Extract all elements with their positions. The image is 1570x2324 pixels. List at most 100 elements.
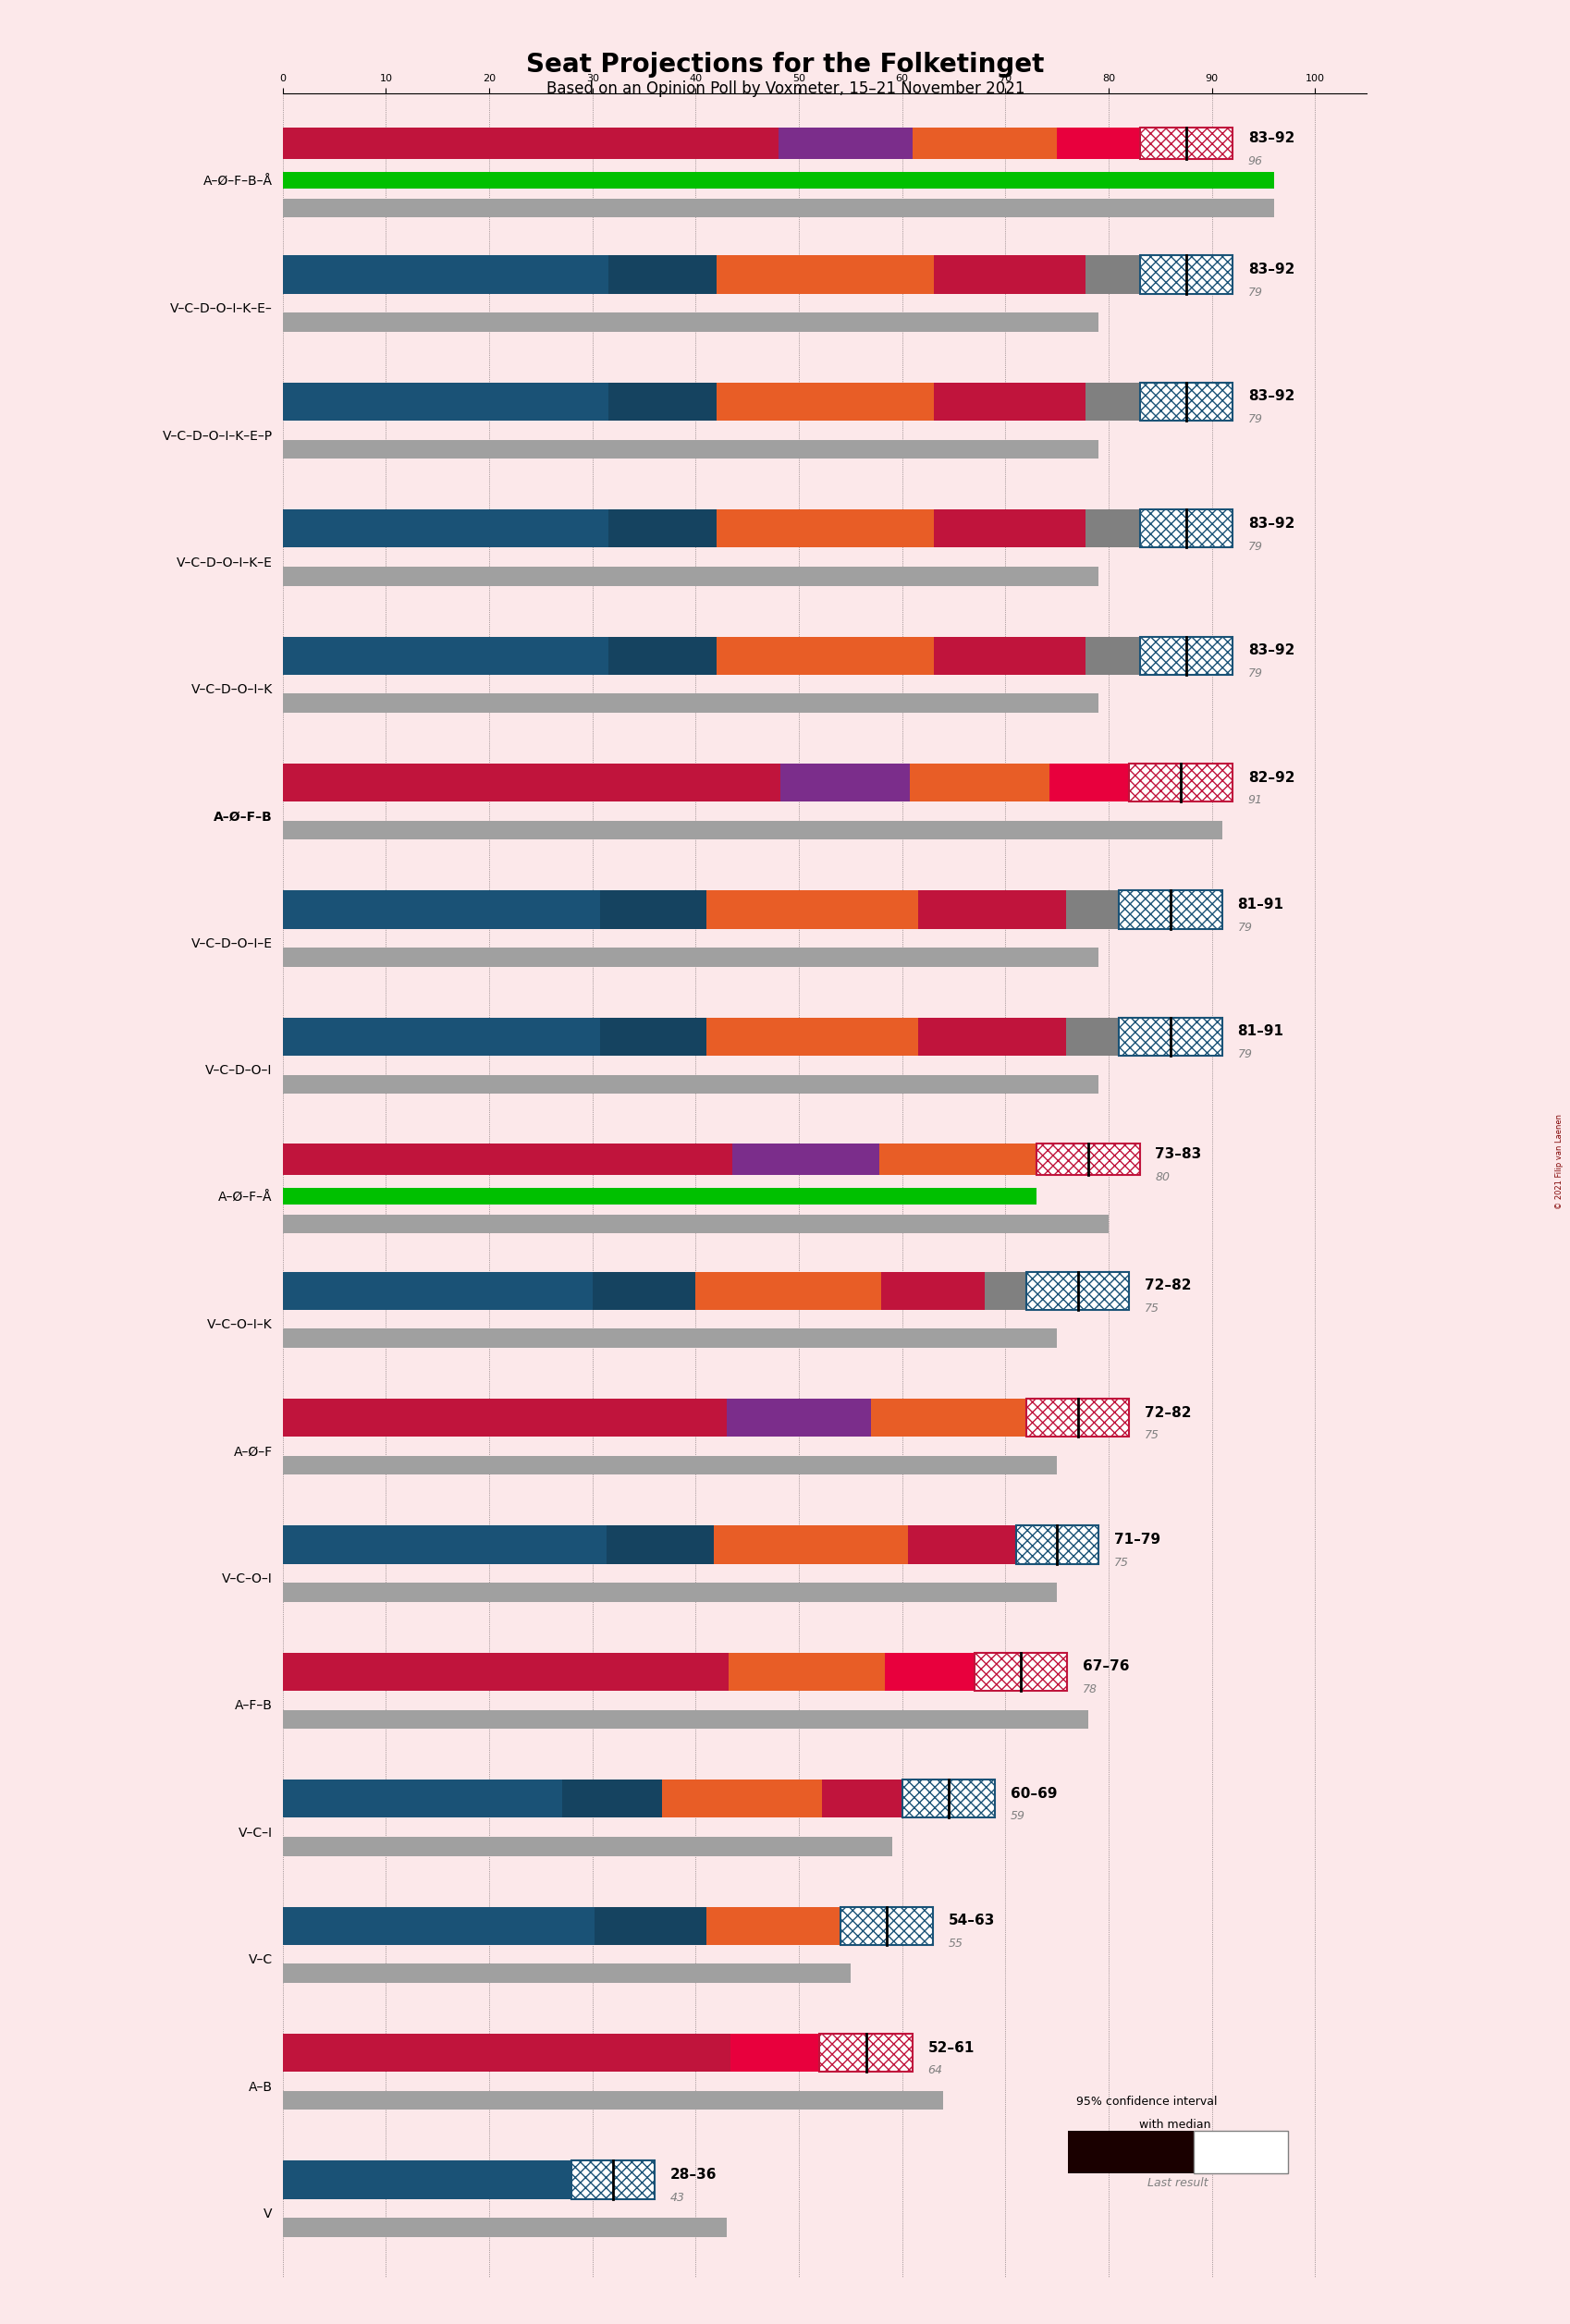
Bar	[571, 2161, 655, 2199]
Text: Last result: Last result	[1148, 2178, 1207, 2189]
Bar	[283, 693, 1097, 713]
Bar	[1085, 637, 1138, 674]
Bar	[1138, 256, 1232, 293]
Text: 54–63: 54–63	[948, 1913, 995, 1927]
Bar	[1016, 1525, 1097, 1564]
Bar	[1138, 128, 1232, 158]
Bar	[283, 1455, 1057, 1476]
Bar	[1138, 637, 1232, 674]
Bar	[1138, 383, 1232, 421]
Text: 83–92: 83–92	[1247, 516, 1294, 530]
Bar	[283, 1525, 606, 1564]
Bar	[732, 1143, 878, 1176]
Bar	[870, 1399, 1025, 1436]
Bar	[283, 128, 777, 158]
Bar	[595, 1906, 706, 1945]
Bar	[1118, 1018, 1221, 1055]
Bar	[1118, 890, 1221, 930]
Bar	[283, 1583, 1057, 1601]
Bar	[706, 1018, 917, 1055]
Bar	[283, 198, 1273, 218]
Text: 83–92: 83–92	[1247, 130, 1294, 144]
Text: V–C: V–C	[248, 1954, 272, 1966]
Text: 75: 75	[1113, 1557, 1127, 1569]
Text: 73–83: 73–83	[1154, 1148, 1201, 1162]
Bar	[1025, 1271, 1129, 1311]
Text: 79: 79	[1247, 667, 1262, 679]
Bar	[1025, 1399, 1129, 1436]
Text: 72–82: 72–82	[1145, 1406, 1190, 1420]
Text: 83–92: 83–92	[1247, 644, 1294, 658]
Text: V–C–D–O–I–K: V–C–D–O–I–K	[190, 683, 272, 697]
Text: A–Ø–F–Å: A–Ø–F–Å	[218, 1192, 272, 1204]
Bar	[283, 1780, 562, 1817]
Text: © 2021 Filip van Laenen: © 2021 Filip van Laenen	[1554, 1116, 1562, 1208]
Bar	[1118, 1018, 1221, 1055]
Bar	[912, 128, 1057, 158]
Bar	[283, 1329, 1057, 1348]
Bar	[1138, 509, 1232, 548]
Text: 79: 79	[1247, 541, 1262, 553]
Text: A–Ø–F–B–Å: A–Ø–F–B–Å	[203, 174, 272, 188]
Bar	[840, 1906, 933, 1945]
Bar	[917, 1018, 1066, 1055]
Text: V–C–O–I: V–C–O–I	[221, 1573, 272, 1585]
Bar	[283, 2092, 944, 2110]
Text: V: V	[264, 2208, 272, 2219]
Text: 55: 55	[948, 1938, 962, 1950]
Bar	[283, 637, 608, 674]
Text: V–C–D–O–I: V–C–D–O–I	[206, 1064, 272, 1078]
Text: V–C–O–I–K: V–C–O–I–K	[207, 1318, 272, 1332]
Text: 79: 79	[1237, 1048, 1251, 1060]
Text: A–F–B: A–F–B	[234, 1699, 272, 1713]
Text: V–C–D–O–I–K–E–P: V–C–D–O–I–K–E–P	[162, 430, 272, 442]
Bar	[1036, 1143, 1138, 1176]
Bar	[283, 1652, 728, 1692]
Text: 81–91: 81–91	[1237, 1025, 1283, 1039]
Bar	[283, 948, 1097, 967]
Text: 83–92: 83–92	[1247, 390, 1294, 404]
Bar	[1025, 1271, 1129, 1311]
Bar	[1118, 890, 1221, 930]
Text: 52–61: 52–61	[928, 2040, 973, 2054]
Text: 64: 64	[928, 2064, 942, 2078]
Text: 67–76: 67–76	[1082, 1659, 1129, 1673]
Bar	[984, 1271, 1025, 1311]
Bar	[1016, 1525, 1097, 1564]
Text: Seat Projections for the Folketinget: Seat Projections for the Folketinget	[526, 51, 1044, 79]
Text: A–Ø–F–B: A–Ø–F–B	[214, 811, 272, 823]
Bar	[283, 1399, 725, 1436]
Text: V–C–D–O–I–K–E–: V–C–D–O–I–K–E–	[170, 302, 272, 316]
Text: V–C–I: V–C–I	[239, 1827, 272, 1841]
Bar	[1138, 256, 1232, 293]
Bar	[1066, 1018, 1118, 1055]
Text: 71–79: 71–79	[1113, 1532, 1160, 1545]
Bar	[283, 2217, 727, 2238]
Bar	[820, 2034, 912, 2071]
Bar	[283, 1215, 1108, 1234]
Text: 79: 79	[1247, 286, 1262, 297]
Bar	[283, 1964, 849, 1982]
Bar	[283, 439, 1097, 458]
Text: Based on an Opinion Poll by Voxmeter, 15–21 November 2021: Based on an Opinion Poll by Voxmeter, 15…	[546, 79, 1024, 98]
Bar	[600, 890, 706, 930]
Bar	[283, 256, 608, 293]
Bar	[1138, 637, 1232, 674]
Bar	[600, 1018, 706, 1055]
Text: 96: 96	[1247, 156, 1262, 167]
Bar	[283, 890, 600, 930]
Bar	[907, 1525, 1016, 1564]
Bar	[917, 890, 1066, 930]
Text: 79: 79	[1237, 920, 1251, 934]
Bar	[820, 2034, 912, 2071]
Bar	[878, 1143, 1036, 1176]
Bar	[562, 1780, 663, 1817]
Text: A–Ø–F: A–Ø–F	[234, 1446, 272, 1459]
Text: V–C–D–O–I–E: V–C–D–O–I–E	[192, 937, 272, 951]
Bar	[283, 1188, 1036, 1204]
Bar	[881, 1271, 984, 1311]
Bar	[973, 1652, 1066, 1692]
Bar	[283, 1710, 1088, 1729]
Bar	[283, 383, 608, 421]
Text: 91: 91	[1247, 795, 1262, 806]
